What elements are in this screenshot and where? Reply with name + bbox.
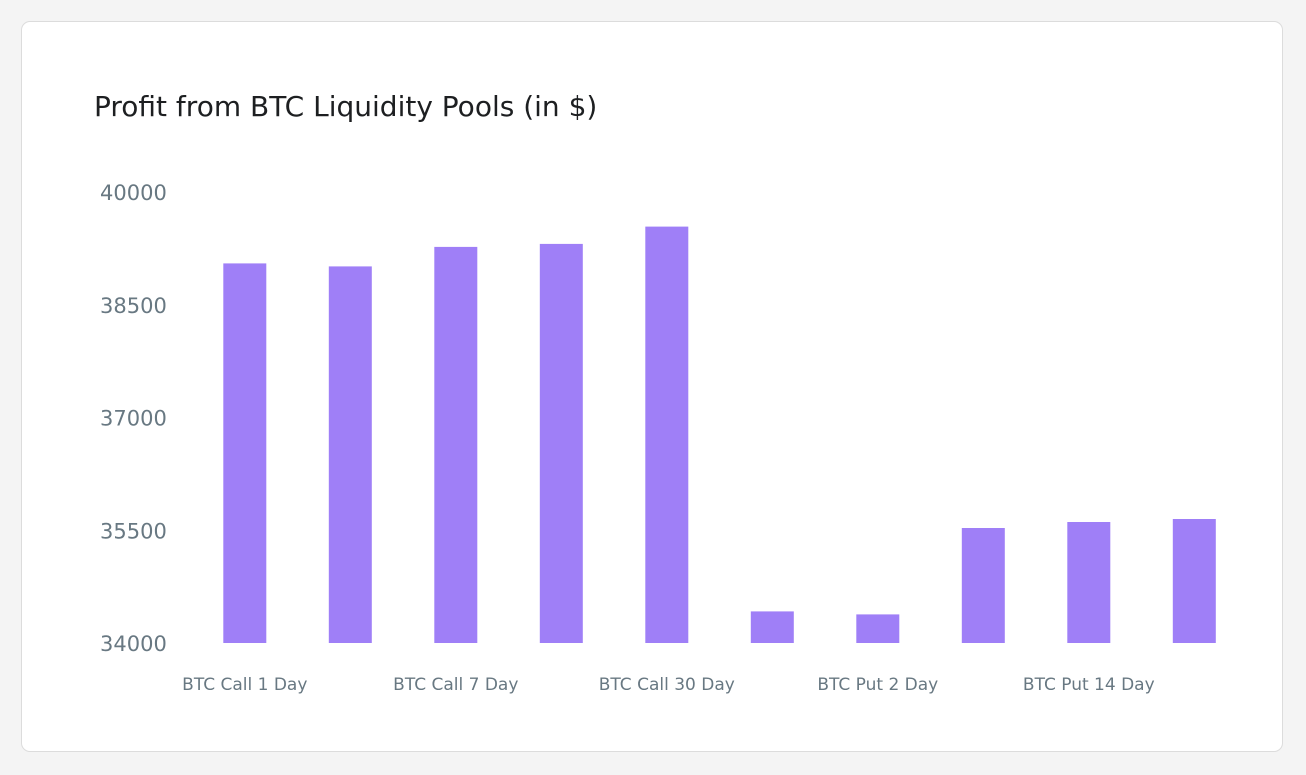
chart-card: Profit from BTC Liquidity Pools (in $) 4… [21, 21, 1283, 752]
y-tick-label: 38500 [100, 294, 167, 318]
bar[interactable] [1067, 522, 1111, 643]
x-tick-label: BTC Call 1 Day [182, 675, 307, 695]
bar-chart: 40000 38500 37000 35500 34000 BTC Call 1 Day B… [100, 181, 1216, 695]
bar[interactable] [434, 246, 478, 643]
bar[interactable] [961, 528, 1005, 643]
bar[interactable] [328, 266, 372, 643]
x-tick-label: BTC Put 2 Day [817, 675, 938, 695]
bar[interactable] [856, 614, 900, 643]
bar[interactable] [750, 611, 794, 643]
bar[interactable] [1172, 519, 1216, 643]
y-tick-label: 34000 [100, 632, 167, 656]
bar[interactable] [645, 226, 689, 643]
x-tick-label: BTC Put 14 Day [1023, 675, 1155, 695]
y-tick-label: 35500 [100, 519, 167, 543]
y-tick-label: 37000 [100, 407, 167, 431]
chart-title: Profit from BTC Liquidity Pools (in $) [94, 90, 598, 123]
bar[interactable] [539, 243, 583, 643]
x-tick-label: BTC Call 7 Day [393, 675, 518, 695]
y-tick-label: 40000 [100, 181, 167, 205]
x-tick-label: BTC Call 30 Day [599, 675, 735, 695]
bar[interactable] [223, 263, 267, 643]
